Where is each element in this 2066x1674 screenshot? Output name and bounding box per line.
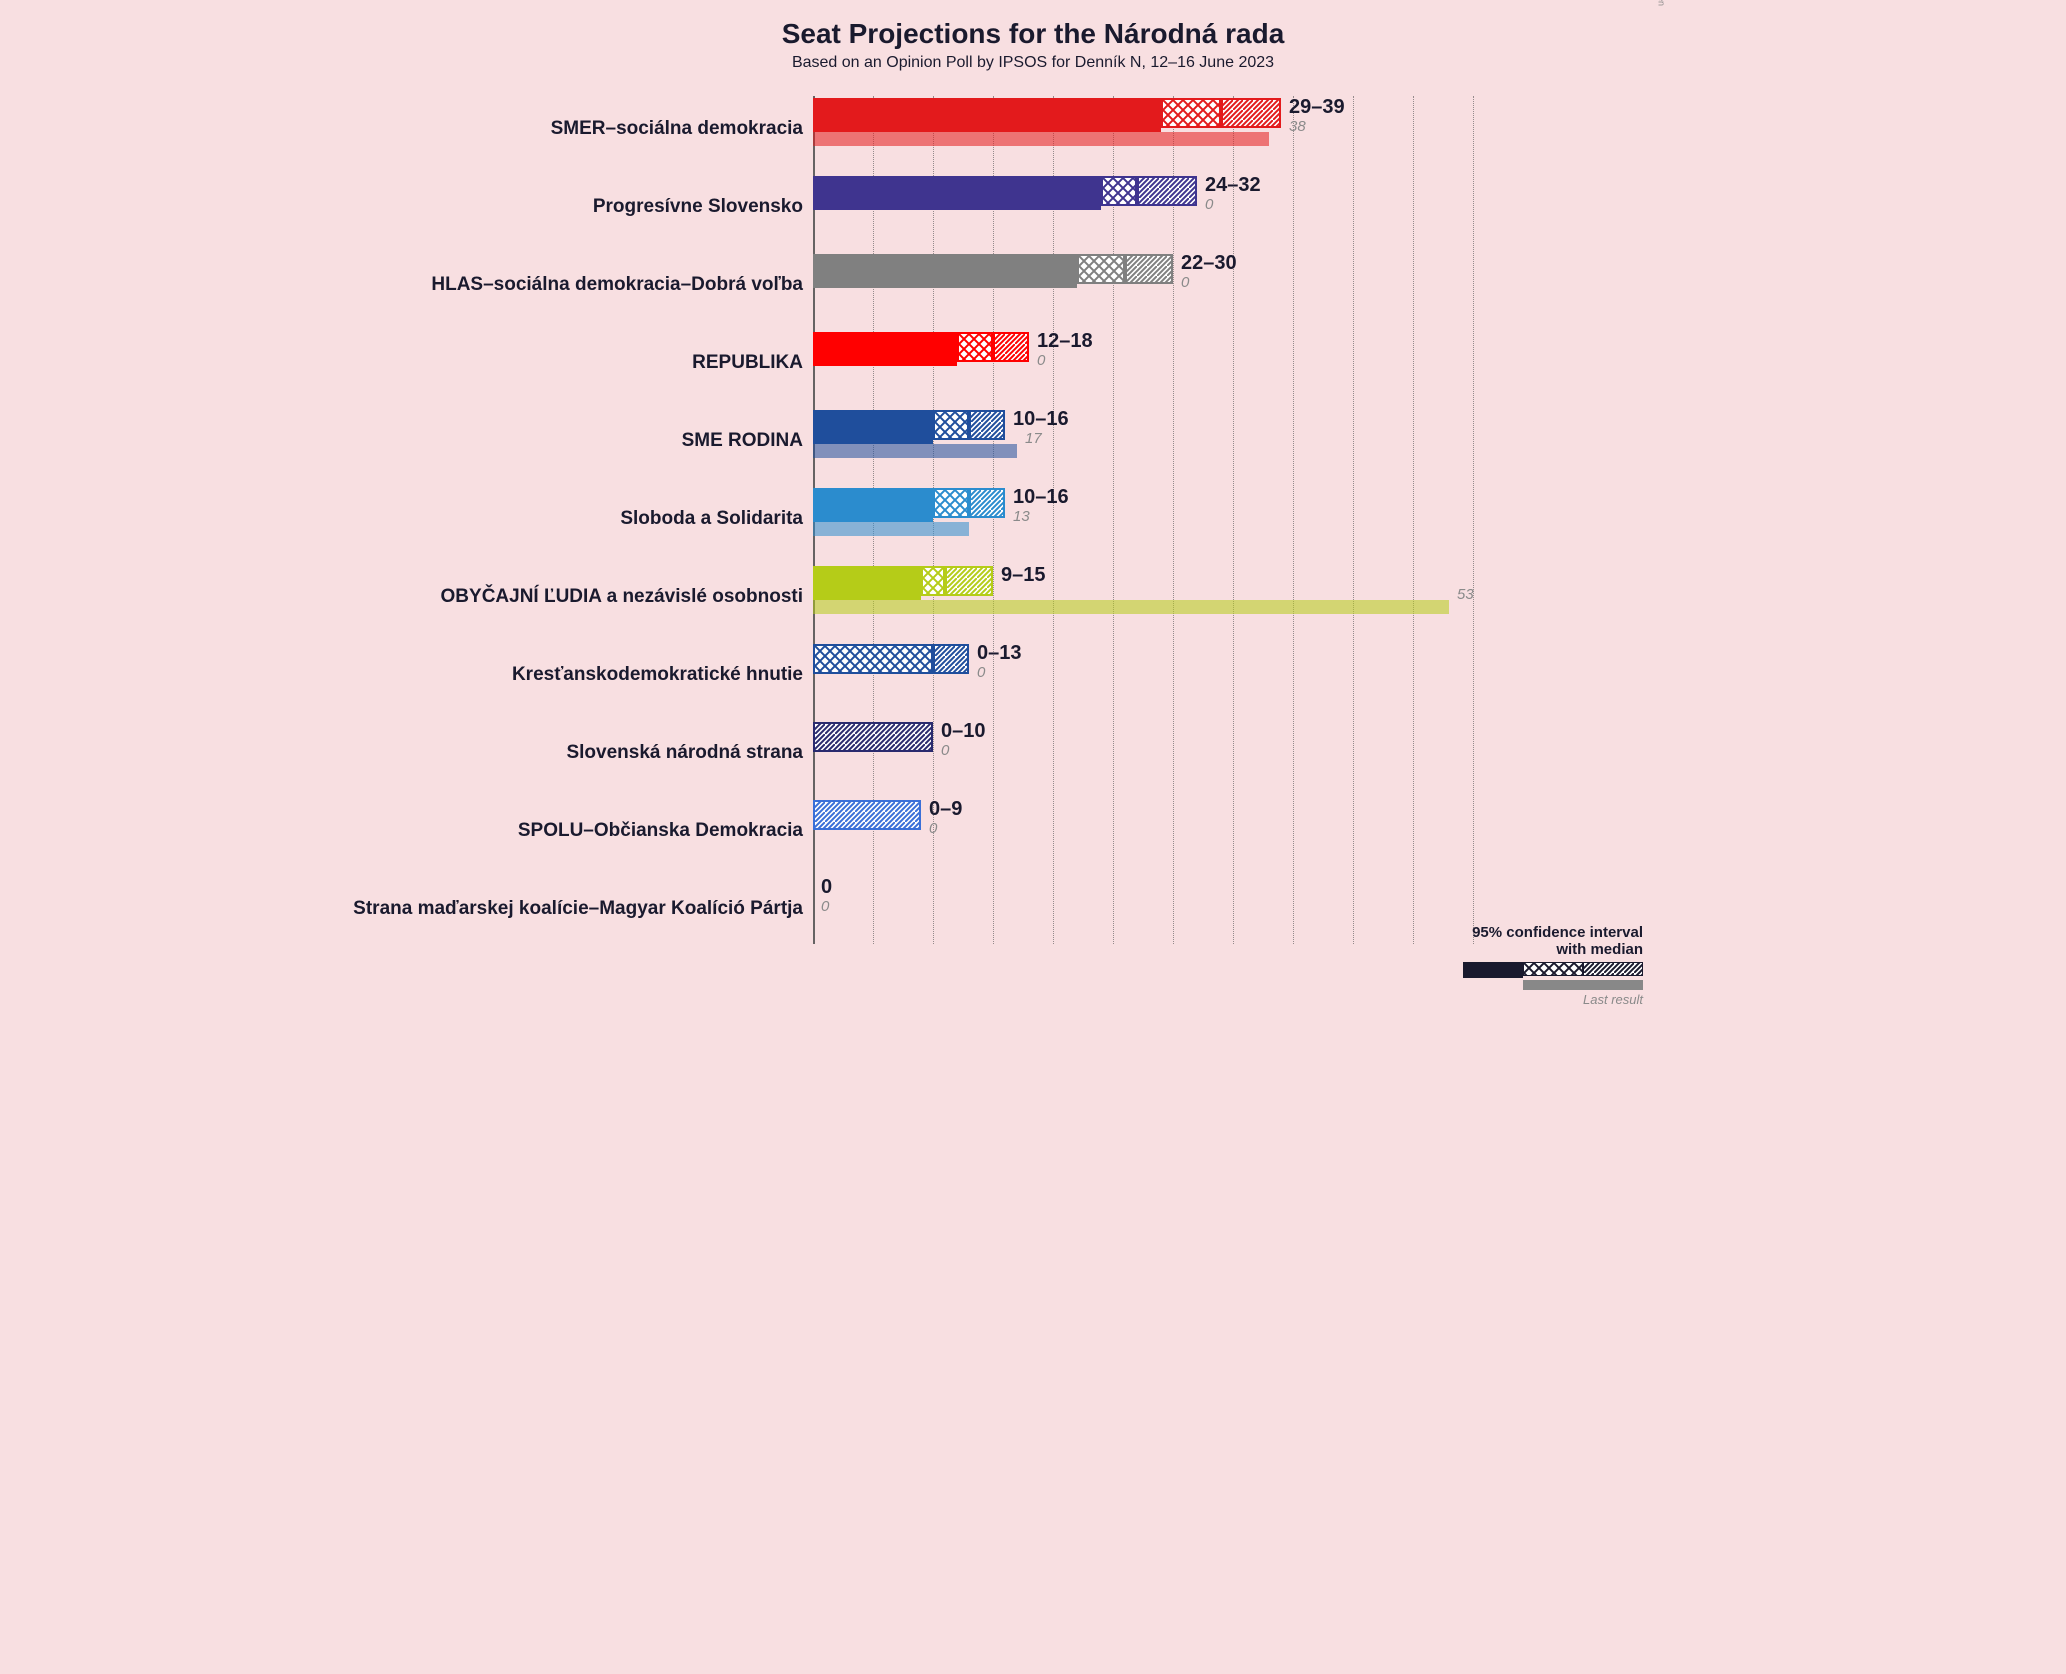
party-label: REPUBLIKA bbox=[692, 352, 803, 374]
party-label: Strana maďarskej koalície–Magyar Koalíci… bbox=[353, 898, 803, 920]
range-label: 9–15 bbox=[1001, 564, 1046, 587]
bar-solid bbox=[813, 176, 1101, 210]
party-label: Progresívne Slovensko bbox=[593, 196, 803, 218]
bar-zone: 0–90 bbox=[813, 792, 1513, 870]
prev-label: 0 bbox=[1181, 274, 1189, 291]
prev-label: 13 bbox=[1013, 508, 1030, 525]
bar-crosshatch bbox=[1161, 98, 1221, 128]
bar-solid bbox=[813, 410, 933, 444]
party-row: OBYČAJNÍ ĽUDIA a nezávislé osobnosti9–15… bbox=[453, 558, 1613, 636]
prev-label: 0 bbox=[941, 742, 949, 759]
legend-ci-label-2: with median bbox=[1463, 941, 1643, 958]
legend-crosshatch bbox=[1523, 962, 1583, 976]
bar-zone: 12–180 bbox=[813, 324, 1513, 402]
range-label: 10–16 bbox=[1013, 408, 1069, 431]
range-label: 0 bbox=[821, 876, 832, 899]
legend-solid bbox=[1463, 962, 1523, 978]
bar-zone: 9–15 53 bbox=[813, 558, 1513, 636]
bar-diagonal bbox=[945, 566, 993, 596]
range-label: 0–10 bbox=[941, 720, 986, 743]
range-label: 0–13 bbox=[977, 642, 1022, 665]
bar-diagonal bbox=[813, 722, 933, 752]
bar-crosshatch bbox=[1077, 254, 1125, 284]
bar-zone: 10–1617 bbox=[813, 402, 1513, 480]
bar-crosshatch bbox=[957, 332, 993, 362]
chart-title: Seat Projections for the Národná rada bbox=[393, 0, 1673, 50]
legend-prev-label: Last result bbox=[1583, 992, 1643, 1007]
prev-bar bbox=[813, 444, 1017, 458]
prev-bar bbox=[813, 522, 969, 536]
party-row: REPUBLIKA 12–180 bbox=[453, 324, 1613, 402]
range-label: 0–9 bbox=[929, 798, 962, 821]
range-label: 22–30 bbox=[1181, 252, 1237, 275]
prev-label: 0 bbox=[1205, 196, 1213, 213]
bar-crosshatch bbox=[813, 644, 933, 674]
bar-crosshatch bbox=[933, 410, 969, 440]
legend-diagonal bbox=[1583, 962, 1643, 976]
party-row: Slovenská národná strana 0–100 bbox=[453, 714, 1613, 792]
party-label: Sloboda a Solidarita bbox=[620, 508, 803, 530]
party-row: HLAS–sociálna demokracia–Dobrá voľba22–3… bbox=[453, 246, 1613, 324]
prev-bar bbox=[813, 132, 1269, 146]
bar-zone: 10–1613 bbox=[813, 480, 1513, 558]
bar-zone: 0–130 bbox=[813, 636, 1513, 714]
range-label: 24–32 bbox=[1205, 174, 1261, 197]
legend: 95% confidence interval with median Last… bbox=[1463, 924, 1643, 1007]
range-label: 29–39 bbox=[1289, 96, 1345, 119]
bar-diagonal bbox=[933, 644, 969, 674]
bar-diagonal bbox=[969, 410, 1005, 440]
chart-area: SMER–sociálna demokracia29–3938Progresív… bbox=[453, 90, 1613, 970]
bar-crosshatch bbox=[933, 488, 969, 518]
prev-label: 17 bbox=[1025, 430, 1042, 447]
legend-swatch bbox=[1463, 962, 1643, 978]
chart-subtitle: Based on an Opinion Poll by IPSOS for De… bbox=[393, 54, 1673, 72]
bar-solid bbox=[813, 332, 957, 366]
bar-zone: 24–320 bbox=[813, 168, 1513, 246]
party-row: SMER–sociálna demokracia 29–3938 bbox=[453, 90, 1613, 168]
bar-diagonal bbox=[1137, 176, 1197, 206]
party-row: Strana maďarskej koalície–Magyar Koalíci… bbox=[453, 870, 1613, 948]
prev-label: 0 bbox=[929, 820, 937, 837]
prev-bar bbox=[813, 600, 1449, 614]
bar-zone: 0–100 bbox=[813, 714, 1513, 792]
legend-prev-swatch bbox=[1523, 980, 1643, 990]
party-label: Kresťanskodemokratické hnutie bbox=[512, 664, 803, 686]
party-label: SMER–sociálna demokracia bbox=[551, 118, 803, 140]
prev-label: 0 bbox=[821, 898, 829, 915]
prev-label: 53 bbox=[1457, 586, 1474, 603]
bar-diagonal bbox=[969, 488, 1005, 518]
copyright-text: © 2023 Filip van Laenen bbox=[1657, 0, 1667, 6]
bar-zone: 00 bbox=[813, 870, 1513, 948]
party-label: OBYČAJNÍ ĽUDIA a nezávislé osobnosti bbox=[441, 586, 803, 608]
bar-solid bbox=[813, 254, 1077, 288]
bar-diagonal bbox=[1125, 254, 1173, 284]
bar-crosshatch bbox=[1101, 176, 1137, 206]
bar-zone: 22–300 bbox=[813, 246, 1513, 324]
party-row: Sloboda a Solidarita 10–1613 bbox=[453, 480, 1613, 558]
party-row: Kresťanskodemokratické hnutie 0–130 bbox=[453, 636, 1613, 714]
prev-label: 38 bbox=[1289, 118, 1306, 135]
bar-diagonal bbox=[993, 332, 1029, 362]
party-row: SME RODINA 10–1617 bbox=[453, 402, 1613, 480]
prev-label: 0 bbox=[1037, 352, 1045, 369]
range-label: 10–16 bbox=[1013, 486, 1069, 509]
party-row: Progresívne Slovensko 24–320 bbox=[453, 168, 1613, 246]
party-label: HLAS–sociálna demokracia–Dobrá voľba bbox=[431, 274, 803, 296]
bar-zone: 29–3938 bbox=[813, 90, 1513, 168]
bar-crosshatch bbox=[921, 566, 945, 596]
legend-ci-label-1: 95% confidence interval bbox=[1463, 924, 1643, 941]
party-row: SPOLU–Občianska Demokracia 0–90 bbox=[453, 792, 1613, 870]
party-label: SPOLU–Občianska Demokracia bbox=[518, 820, 803, 842]
prev-label: 0 bbox=[977, 664, 985, 681]
party-label: Slovenská národná strana bbox=[566, 742, 803, 764]
bar-solid bbox=[813, 98, 1161, 132]
range-label: 12–18 bbox=[1037, 330, 1093, 353]
bar-solid bbox=[813, 566, 921, 600]
page-root: Seat Projections for the Národná rada Ba… bbox=[393, 0, 1673, 1037]
bar-solid bbox=[813, 488, 933, 522]
bar-diagonal bbox=[1221, 98, 1281, 128]
bar-diagonal bbox=[813, 800, 921, 830]
party-label: SME RODINA bbox=[682, 430, 803, 452]
